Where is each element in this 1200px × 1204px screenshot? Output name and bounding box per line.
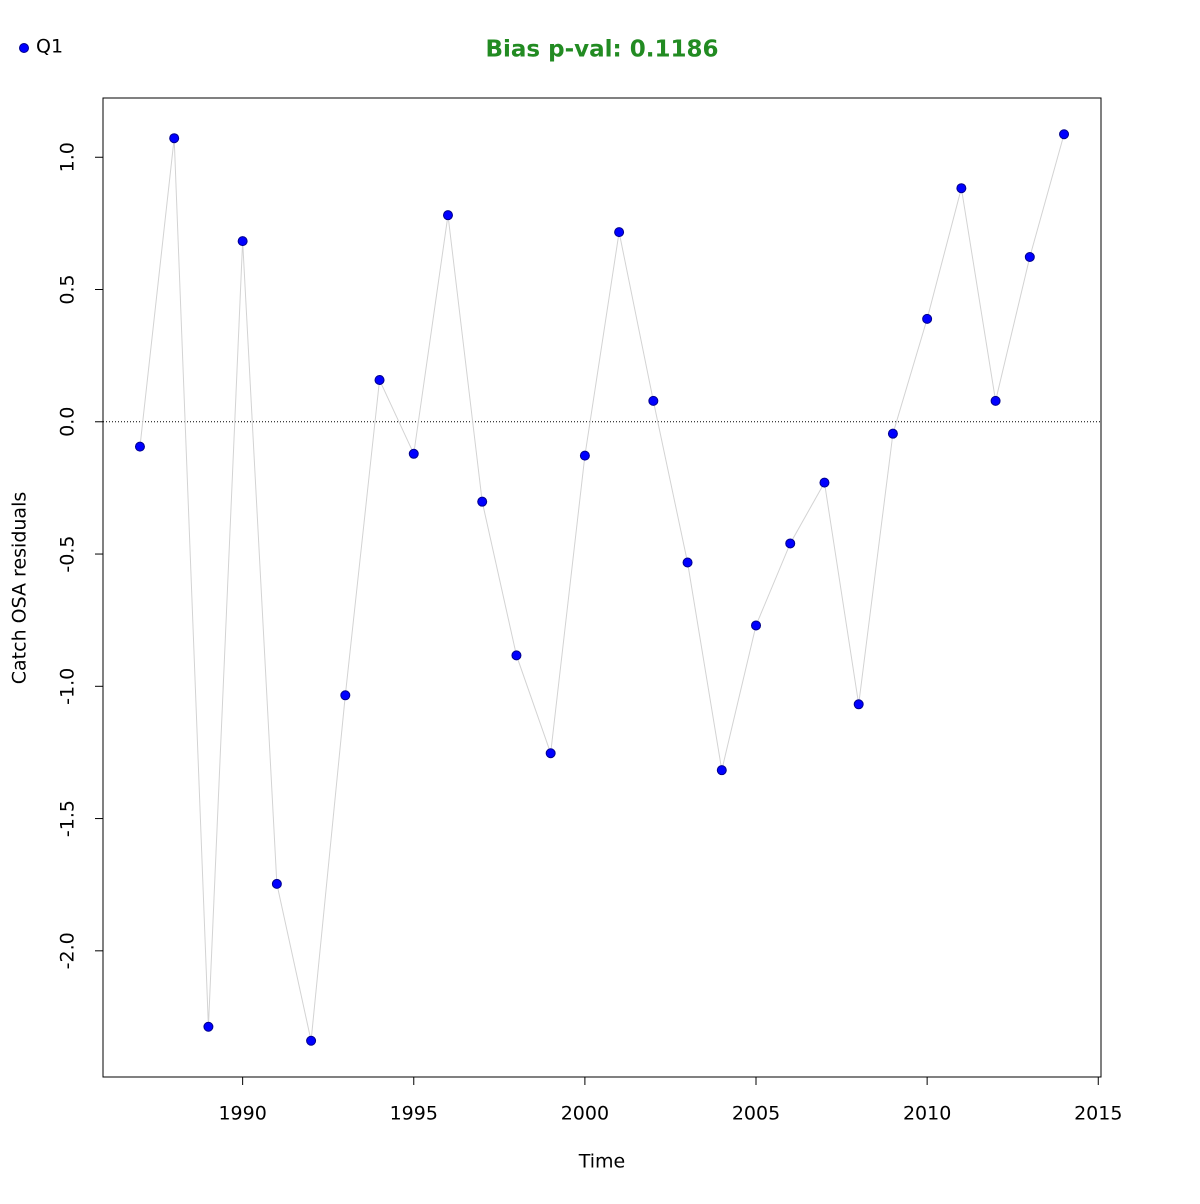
data-point: [134, 441, 145, 452]
data-point: [579, 450, 590, 461]
data-point: [785, 538, 796, 549]
y-axis-label: Catch OSA residuals: [9, 492, 31, 684]
data-point: [648, 395, 659, 406]
data-point: [408, 448, 419, 459]
data-point: [682, 557, 693, 568]
data-point: [922, 313, 933, 324]
data-point: [887, 428, 898, 439]
data-point: [237, 236, 248, 247]
data-point: [1059, 129, 1070, 140]
data-point: [169, 133, 180, 144]
x-tick-label: 1990: [218, 1103, 266, 1125]
legend-label: Q1: [36, 36, 63, 58]
x-tick-label: 2010: [903, 1103, 951, 1125]
data-point: [203, 1021, 214, 1032]
y-tick-label: -1.5: [57, 800, 79, 837]
y-tick-label: -1.0: [57, 668, 79, 705]
y-tick-label: -2.0: [57, 932, 79, 969]
data-point: [545, 748, 556, 759]
x-tick-label: 1995: [390, 1103, 438, 1125]
x-tick-label: 2005: [732, 1103, 780, 1125]
data-point: [374, 374, 385, 385]
data-point: [306, 1035, 317, 1046]
x-axis-label: Time: [578, 1151, 626, 1173]
y-tick-label: 1.0: [57, 142, 79, 172]
y-tick-label: -0.5: [57, 535, 79, 572]
data-point: [819, 477, 830, 488]
y-tick-label: 0.5: [57, 274, 79, 304]
data-point: [511, 650, 522, 661]
data-point: [956, 183, 967, 194]
chart-title: Bias p-val: 0.1186: [486, 37, 719, 63]
y-tick-label: 0.0: [57, 407, 79, 437]
series-line: [139, 134, 1065, 1041]
legend-marker: [19, 43, 29, 53]
data-point: [442, 210, 453, 221]
data-point: [271, 878, 282, 889]
data-point: [990, 395, 1001, 406]
plot-frame: [102, 97, 1102, 1078]
x-tick-label: 2015: [1074, 1103, 1122, 1125]
data-point: [614, 227, 625, 238]
data-point: [340, 690, 351, 701]
data-point: [1024, 251, 1035, 262]
data-point: [716, 765, 727, 776]
x-tick-label: 2000: [561, 1103, 609, 1125]
data-point: [477, 496, 488, 507]
data-point: [853, 699, 864, 710]
data-point: [751, 620, 762, 631]
